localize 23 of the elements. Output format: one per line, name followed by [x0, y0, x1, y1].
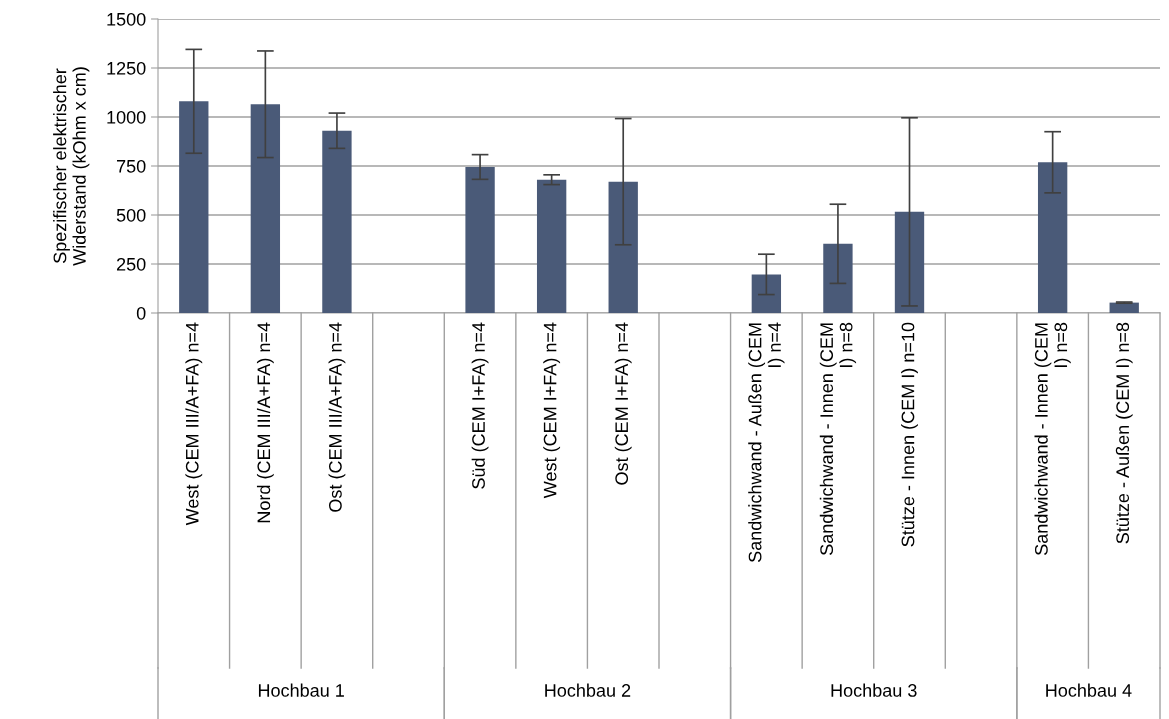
y-tick-label: 1500 [107, 12, 146, 26]
x-tick-label: Stütze - Außen (CEM I) n=8 [1115, 322, 1133, 544]
x-tick-label: West (CEM I+FA) n=4 [543, 322, 561, 499]
x-tick-label: West (CEM III/A+FA) n=4 [185, 322, 203, 526]
x-tick-label: Ost (CEM I+FA) n=4 [614, 322, 632, 485]
x-tick-label: Sandwichwand - Innen (CEM I) n=8 [819, 322, 857, 555]
x-tick-label: Sandwichwand - Außen (CEM I) n=4 [748, 322, 785, 563]
y-tick-label: 750 [117, 159, 146, 173]
text: Hochbau 1 [258, 683, 344, 697]
y-tick-label: 1000 [107, 110, 146, 124]
y-tick-label: 250 [116, 257, 146, 271]
text: Hochbau 3 [831, 683, 917, 697]
text: Hochbau 2 [545, 683, 631, 697]
y-axis-title: Spezifischer elektrischer Widerstand (kOhm x cm) [53, 67, 90, 266]
x-tick-label: Nord (CEM III/A+FA) n=4 [256, 322, 274, 523]
y-tick-label: 500 [116, 208, 146, 222]
y-tick-label: 1250 [107, 61, 146, 75]
x-tick-label: Sandwichwand - Innen (CEM I) n=8 [1034, 322, 1071, 555]
x-tick-label: Ost (CEM III/A+FA) n=4 [328, 322, 346, 512]
text: Hochbau 4 [1046, 683, 1132, 697]
y-tick-label: 0 [136, 306, 146, 320]
x-tick-label: Süd (CEM I+FA) n=4 [471, 322, 489, 489]
x-tick-label: Stütze - Innen (CEM I) n=10 [901, 322, 918, 547]
